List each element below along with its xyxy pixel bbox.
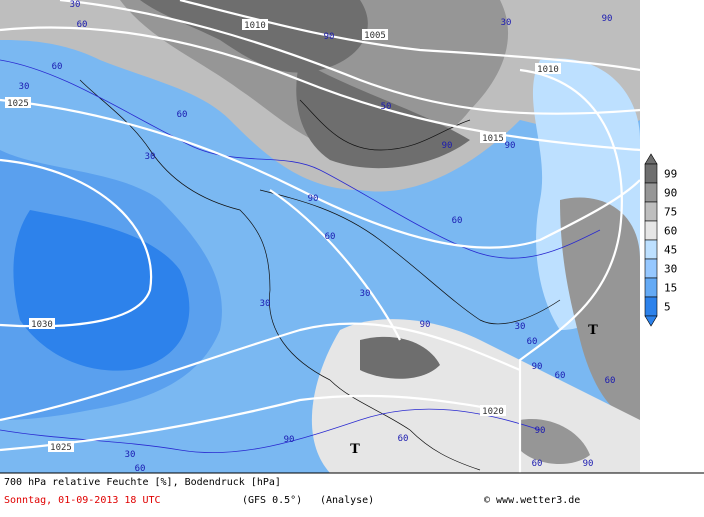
humidity-label: 30	[501, 18, 512, 28]
humidity-label: 60	[605, 376, 616, 386]
footer-model: (GFS 0.5°)	[242, 495, 302, 506]
humidity-label: 30	[145, 152, 156, 162]
isobar-label: 1015	[482, 134, 504, 144]
isobar-label-bg	[535, 63, 561, 74]
humidity-label: 60	[532, 459, 543, 469]
humidity-label: 60	[77, 20, 88, 30]
humidity-label: 90	[324, 32, 335, 42]
isobar-label-bg	[242, 19, 268, 30]
humidity-label: 60	[398, 434, 409, 444]
colorbar-label: 45	[664, 244, 677, 257]
humidity-label: 90	[535, 426, 546, 436]
humidity-label: 90	[442, 141, 453, 151]
colorbar-label: 90	[664, 187, 677, 200]
colorbar-label: 5	[664, 301, 671, 314]
colorbar-swatch	[644, 201, 658, 222]
colorbar: 99 90 75 60 45 30 15 5	[640, 0, 704, 473]
humidity-label: 90	[602, 14, 613, 24]
colorbar-label: 60	[664, 225, 677, 238]
isobar-label: 1010	[537, 65, 559, 75]
isobar-label-bg	[5, 97, 31, 108]
humidity-label: 60	[527, 337, 538, 347]
humidity-label: 30	[70, 0, 81, 10]
isobar-label: 1020	[482, 407, 504, 417]
map	[0, 0, 641, 473]
isobar-label-bg	[480, 405, 506, 416]
humidity-label: 60	[452, 216, 463, 226]
colorbar-label: 75	[664, 206, 677, 219]
humidity-label: 30	[260, 299, 271, 309]
colorbar-label: 30	[664, 263, 677, 276]
colorbar-swatch	[644, 258, 658, 279]
humidity-label: 30	[19, 82, 30, 92]
humidity-label: 30	[515, 322, 526, 332]
low-marker: T	[350, 442, 360, 457]
footer-title: 700 hPa relative Feuchte [%], Bodendruck…	[4, 477, 281, 488]
isobar-label: 1025	[50, 443, 72, 453]
footer-date: Sonntag, 01-09-2013 18 UTC	[4, 495, 161, 506]
colorbar-swatch	[644, 163, 658, 184]
isobar-label-bg	[29, 318, 55, 329]
colorbar-swatch	[644, 182, 658, 203]
humidity-label: 60	[52, 62, 63, 72]
humidity-label: 50	[381, 102, 392, 112]
humidity-label: 90	[505, 141, 516, 151]
footer-run: (Analyse)	[320, 495, 374, 506]
isobar-label: 1030	[31, 320, 53, 330]
humidity-label: 90	[532, 362, 543, 372]
colorbar-swatch	[644, 239, 658, 260]
humidity-label: 90	[308, 194, 319, 204]
isobar-label: 1010	[244, 21, 266, 31]
humidity-label: 30	[125, 450, 136, 460]
colorbar-swatch	[644, 296, 658, 317]
isobar-label: 1005	[364, 31, 386, 41]
colorbar-label: 15	[664, 282, 677, 295]
humidity-label: 90	[583, 459, 594, 469]
footer-credit: © www.wetter3.de	[484, 495, 580, 506]
humidity-label: 60	[325, 232, 336, 242]
humidity-label: 60	[177, 110, 188, 120]
isobar-label-bg	[362, 29, 388, 40]
colorbar-swatch	[644, 220, 658, 241]
humidity-label: 60	[135, 464, 146, 474]
low-marker: T	[588, 323, 598, 338]
isobar-label-bg	[48, 441, 74, 452]
humidity-label: 30	[360, 289, 371, 299]
humidity-label: 90	[284, 435, 295, 445]
colorbar-bottom	[644, 315, 658, 327]
humidity-label: 60	[555, 371, 566, 381]
isobar-label-bg	[480, 132, 506, 143]
humidity-label: 90	[420, 320, 431, 330]
isobar-label: 1025	[7, 99, 29, 109]
colorbar-label: 99	[664, 168, 677, 181]
map-labels: 1010100510101015102510301020102530609030…	[5, 0, 615, 474]
colorbar-swatch	[644, 277, 658, 298]
